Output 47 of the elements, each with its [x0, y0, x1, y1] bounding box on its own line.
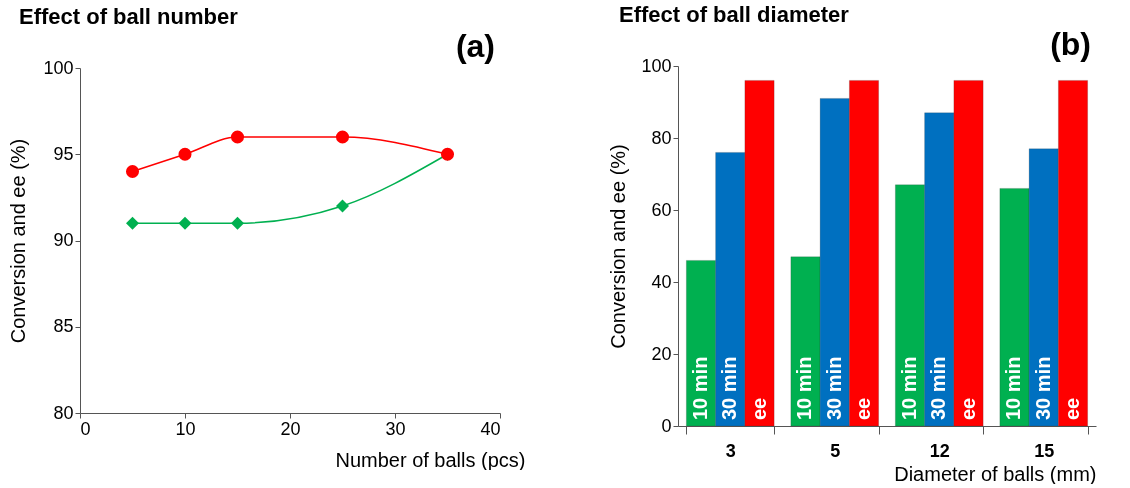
x-axis-title: Diameter of balls (mm): [894, 462, 1097, 485]
y-tick-label: 85: [53, 316, 74, 337]
text: ee: [852, 397, 875, 420]
y-tick-label: 100: [43, 57, 74, 78]
y-tick-label: 100: [641, 55, 672, 76]
x-tick-label: 3: [725, 440, 736, 461]
y-axis-title: Conversion and ee (%): [7, 138, 30, 344]
x-tick-label: 10: [175, 418, 196, 439]
x-tick-label: 30: [385, 418, 406, 439]
y-tick-label: 80: [651, 127, 672, 148]
series-label: 30 min: [718, 356, 741, 420]
text: 10 min: [793, 356, 816, 420]
y-tick-label: 80: [53, 402, 74, 423]
point: [335, 199, 350, 213]
point: [125, 164, 140, 179]
text: 30 min: [822, 356, 845, 420]
y-tick-label: 95: [53, 143, 74, 164]
text: 30 min: [927, 356, 950, 420]
y-tick-label: 20: [651, 343, 672, 364]
x-tick-label: 40: [480, 418, 501, 439]
point: [125, 216, 140, 230]
y-tick-label: 60: [651, 199, 672, 220]
text: 30 min: [1031, 356, 1054, 420]
text: ee: [747, 397, 770, 420]
point: [178, 216, 192, 230]
point: [230, 130, 245, 144]
x-tick-label: 0: [80, 418, 91, 439]
x-tick-label: 12: [929, 440, 950, 461]
chart-title: Effect of ball number: [18, 4, 239, 29]
chart-title: Effect of ball diameter: [618, 2, 850, 27]
series-label: 10 min: [688, 356, 711, 420]
x-axis-title: Number of balls (pcs): [335, 448, 526, 471]
text: 10 min: [1002, 356, 1025, 420]
text: ee: [956, 397, 979, 420]
y-tick-label: 40: [651, 271, 672, 292]
point: [178, 147, 192, 161]
point: [335, 130, 350, 144]
series-label: ee: [1061, 397, 1084, 420]
y-axis-title: Conversion and ee (%): [607, 144, 630, 349]
x-tick-label: 20: [280, 418, 301, 439]
x-tick-label: 15: [1034, 440, 1055, 461]
text: (a): [455, 28, 495, 64]
text: (b): [1050, 26, 1091, 62]
text: 10 min: [897, 356, 920, 420]
x-tick-label: 5: [830, 440, 841, 461]
y-tick-label: 90: [53, 230, 74, 250]
point: [230, 216, 245, 230]
